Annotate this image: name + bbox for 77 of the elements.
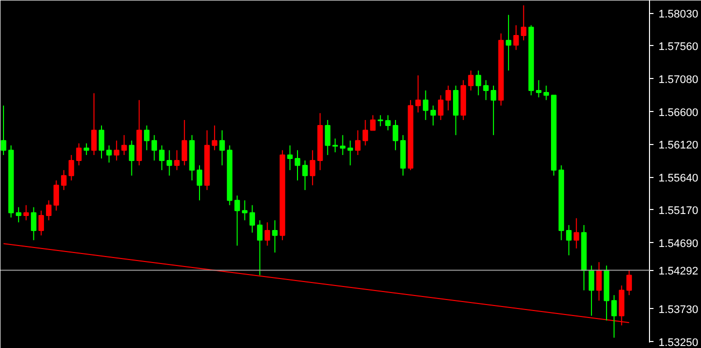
candlestick: [626, 270, 632, 296]
candlestick: [378, 114, 384, 127]
candlestick: [196, 164, 202, 201]
candlestick: [212, 124, 218, 151]
candlestick: [264, 222, 270, 246]
candlestick: [415, 74, 421, 113]
candlestick: [574, 218, 580, 249]
candlestick: [272, 220, 278, 254]
candlestick: [106, 144, 112, 164]
candlestick: [302, 160, 308, 191]
candlestick: [513, 24, 519, 50]
candlestick: [445, 85, 452, 111]
candlestick: [392, 119, 398, 151]
candlestick: [23, 204, 29, 221]
candlestick: [76, 142, 82, 166]
ref-line-label: 1.54292: [658, 265, 698, 278]
candlestick: [588, 265, 594, 316]
candlestick: [370, 114, 376, 131]
candlestick: [294, 150, 300, 181]
candlestick: [385, 114, 391, 131]
candlestick: [91, 92, 97, 156]
candlestick: [61, 170, 67, 191]
candlestick: [596, 262, 602, 302]
candlestick: [144, 124, 150, 151]
y-tick-label: 1.55170: [658, 204, 698, 217]
candlestick: [114, 140, 120, 162]
candlestick: [128, 140, 134, 176]
candlestick: [362, 119, 368, 146]
candlestick: [0, 105, 6, 156]
candlestick: [310, 150, 316, 186]
candlestick: [68, 154, 74, 181]
candlestick: [54, 180, 60, 212]
candlestick: [430, 105, 436, 126]
candlestick: [347, 140, 354, 166]
candlestick: [219, 130, 225, 166]
candlestick: [159, 144, 165, 171]
y-tick-label: 1.57560: [658, 40, 698, 53]
candlestick: [611, 294, 617, 338]
candlestick: [98, 124, 104, 159]
y-tick-label: 1.53730: [658, 304, 698, 316]
candlestick: [174, 150, 180, 171]
candlestick: [242, 200, 248, 221]
candlestick: [476, 70, 482, 96]
candlestick: [438, 94, 444, 120]
y-tick-label: 1.56120: [658, 140, 698, 152]
candlestick: [506, 14, 512, 72]
y-tick-label: 1.53250: [658, 336, 698, 348]
candlestick: [287, 144, 293, 171]
candlestick: [340, 134, 346, 156]
candlestick: [182, 119, 188, 166]
candlestick: [166, 150, 172, 176]
candlestick: [324, 119, 330, 156]
y-tick-label: 1.55640: [658, 172, 698, 185]
candlestick: [483, 80, 489, 101]
candlestick: [355, 130, 361, 156]
candlestick: [250, 204, 256, 234]
candlestick: [16, 206, 22, 223]
y-tick-label: 1.58030: [658, 8, 698, 21]
candlestick: [536, 80, 542, 98]
candlestick: [38, 210, 44, 236]
candlestick: [543, 85, 549, 101]
candlestick: [234, 195, 240, 246]
y-tick-label: 1.56600: [658, 106, 698, 119]
candlestick: [422, 90, 428, 120]
candlestick: [84, 142, 90, 156]
candlestick: [566, 224, 572, 256]
candlestick: [257, 220, 263, 276]
candlestick: [152, 134, 158, 162]
candlestick: [46, 200, 52, 221]
candlestick: [468, 70, 474, 91]
candlestick: [490, 85, 496, 136]
candlestick: [30, 206, 36, 241]
candlestick: [121, 134, 127, 156]
candlestick: [332, 138, 338, 153]
candlestick: [520, 4, 526, 41]
y-tick-label: 1.57080: [658, 74, 698, 86]
y-tick-label: 1.54690: [658, 238, 698, 250]
